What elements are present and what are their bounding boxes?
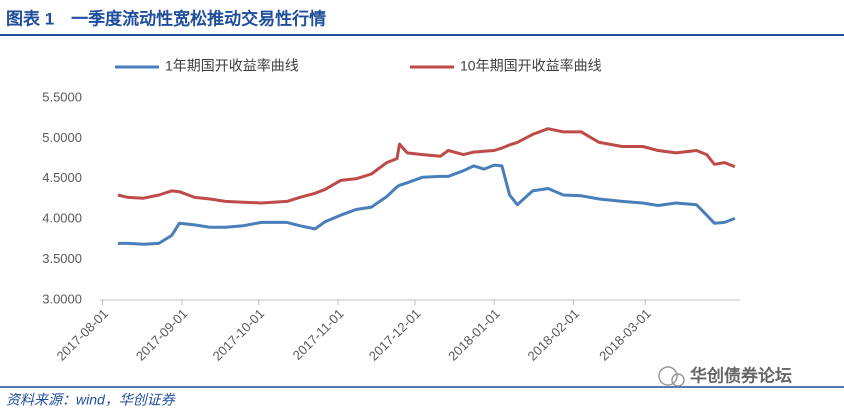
figure-title: 图表 1 一季度流动性宽松推动交易性行情 — [6, 8, 326, 28]
y-tick-label: 4.0000 — [42, 211, 82, 226]
x-tick-label: 2017-08-01 — [53, 306, 111, 364]
watermark: 华创债券论坛 — [690, 365, 792, 385]
source-note: 资料来源：wind，华创证券 — [6, 392, 176, 408]
y-tick-label: 3.0000 — [42, 291, 82, 306]
y-tick-label: 4.5000 — [42, 170, 82, 185]
x-tick-label: 2018-03-01 — [596, 306, 654, 364]
watermark-icon — [658, 366, 678, 386]
series-line — [117, 127, 736, 205]
x-tick-label: 2017-12-01 — [366, 306, 424, 364]
x-tick-label: 2017-09-01 — [133, 306, 191, 364]
x-tick-label: 2018-02-01 — [525, 306, 583, 364]
legend-label: 10年期国开收益率曲线 — [460, 58, 602, 74]
x-tick-label: 2017-11-01 — [290, 306, 347, 363]
legend-label: 1年期国开收益率曲线 — [165, 58, 299, 74]
y-tick-label: 5.5000 — [42, 89, 82, 104]
watermark-icon — [671, 373, 685, 387]
y-tick-label: 3.5000 — [42, 251, 82, 266]
y-tick-label: 5.0000 — [42, 130, 82, 145]
x-tick-label: 2017-10-01 — [210, 306, 268, 364]
x-tick-label: 2018-01-01 — [445, 306, 503, 364]
series-line — [117, 163, 736, 246]
